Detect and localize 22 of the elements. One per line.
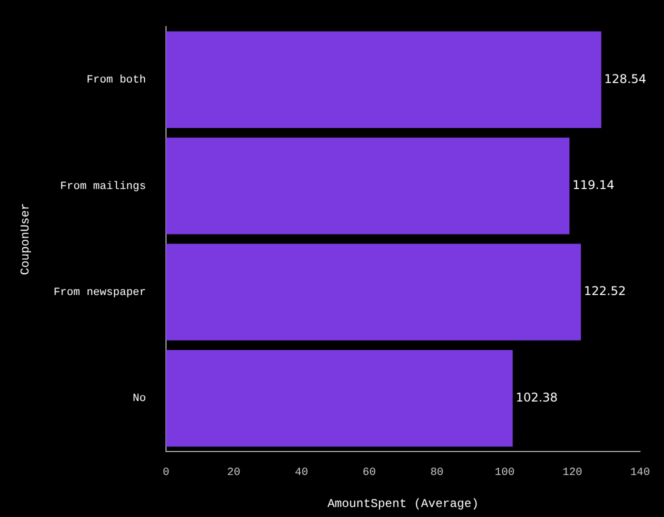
bar <box>166 31 602 128</box>
y-tick-label: From mailings <box>60 180 146 193</box>
x-tick-label: 60 <box>362 466 376 479</box>
bar <box>166 350 513 447</box>
y-tick-label: No <box>132 393 146 406</box>
x-tick-label: 140 <box>630 466 650 479</box>
y-tick-label: From both <box>86 74 146 87</box>
x-axis-title: AmountSpent (Average) <box>327 496 479 511</box>
bar <box>166 244 581 340</box>
y-tick-label: From newspaper <box>54 287 146 300</box>
y-axis-title: CouponUser <box>18 202 32 276</box>
data-label: 128.54 <box>604 72 646 86</box>
x-tick-label: 80 <box>430 466 444 479</box>
x-tick-label: 120 <box>562 466 582 479</box>
data-label: 102.38 <box>516 390 558 404</box>
x-tick-label: 100 <box>494 466 515 479</box>
x-tick-label: 40 <box>294 466 308 479</box>
x-tick-label: 0 <box>162 466 170 479</box>
data-label: 119.14 <box>572 178 614 192</box>
data-label: 122.52 <box>584 284 626 298</box>
x-tick-label: 20 <box>227 466 240 479</box>
bar <box>166 138 570 234</box>
